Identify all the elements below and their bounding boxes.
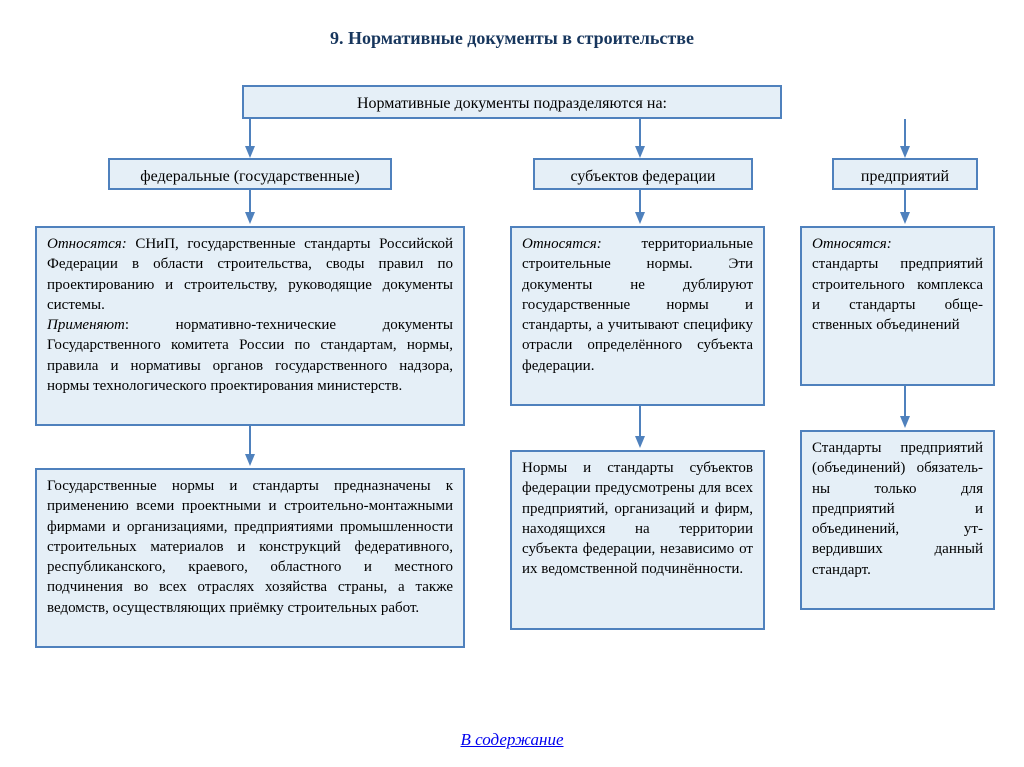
page-title: 9. Нормативные документы в строительстве	[0, 28, 1024, 49]
column-header: субъектов федерации	[533, 158, 753, 190]
back-to-contents-link[interactable]: В содержание	[0, 730, 1024, 750]
column-header: федеральные (государственные)	[108, 158, 392, 190]
top-category-box: Нормативные документы подразделяются на:	[242, 85, 782, 119]
description-box: Относятся: территориаль­ные строительные…	[510, 226, 765, 406]
description-box: Относятся: СНиП, государственные стандар…	[35, 226, 465, 426]
top-category-label: Нормативные документы подразделяются на:	[357, 95, 667, 112]
description-box: Относятся:стандарты пред­приятий строите…	[800, 226, 995, 386]
column-header: предприятий	[832, 158, 978, 190]
description-box: Стандарты пред­приятий (объеди­нений) об…	[800, 430, 995, 610]
description-box: Государственные нормы и стандарты предна…	[35, 468, 465, 648]
link-label: В содержание	[460, 730, 563, 749]
description-box: Нормы и стандарты субъ­ектов федерации п…	[510, 450, 765, 630]
